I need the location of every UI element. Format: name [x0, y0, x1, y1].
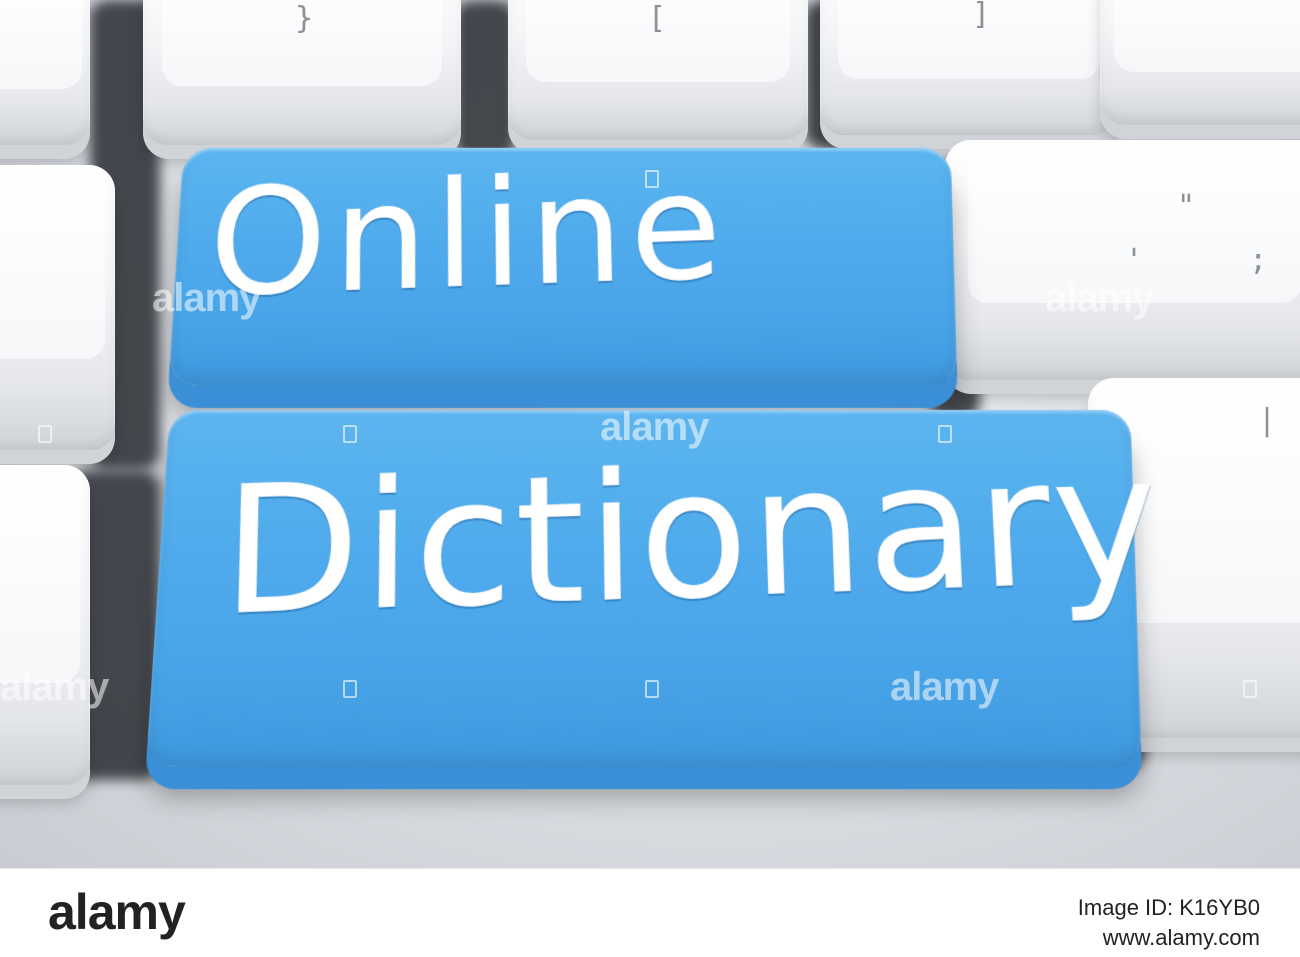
watermark-mark	[38, 425, 52, 443]
dictionary-key-label: Dictionary	[219, 418, 1168, 656]
key-top	[0, 182, 105, 359]
key-legend-quote: "	[1177, 189, 1196, 224]
watermark-text: alamy	[890, 665, 999, 709]
key-top	[526, 0, 790, 83]
watermark-mark	[343, 425, 357, 443]
image-id-block: Image ID: K16YB0 www.alamy.com	[1078, 893, 1260, 952]
watermark-mark	[645, 170, 659, 188]
key-top	[162, 0, 442, 86]
site-url[interactable]: www.alamy.com	[1102, 924, 1260, 950]
keyboard-key-bracket-close[interactable]: ]	[820, 0, 1118, 135]
key-gap-shadow	[455, 0, 515, 160]
key-top	[0, 484, 81, 683]
watermark-text: alamy	[1045, 276, 1154, 320]
keyboard-key-bracket-open[interactable]: [	[508, 0, 808, 140]
watermark-text: alamy	[0, 665, 109, 709]
key-legend-pipe: |	[1258, 403, 1277, 438]
key-top	[837, 0, 1101, 79]
dictionary-key[interactable]: Dictionary	[145, 409, 1168, 767]
key-top	[967, 154, 1300, 304]
watermark-mark	[1243, 680, 1257, 698]
keyboard-key-partial-right-top[interactable]	[1100, 0, 1300, 125]
online-key[interactable]: Online	[168, 142, 958, 386]
key-top	[1114, 0, 1300, 73]
key-legend-apostrophe: ' ;	[1125, 243, 1300, 278]
keyboard-key-brace[interactable]: }	[143, 0, 461, 145]
image-id: Image ID: K16YB0	[1077, 895, 1260, 920]
keyboard-key-left-middle[interactable]	[0, 165, 115, 450]
stock-footer: alamy Image ID: K16YB0 www.alamy.com	[0, 868, 1300, 957]
key-top	[1103, 399, 1300, 623]
watermark-mark	[938, 425, 952, 443]
keyboard-key-partial-left[interactable]	[0, 0, 90, 145]
key-legend-brace: }	[295, 1, 314, 36]
keyboard-scene: } [ ] " ' ; | Online Dictionary alamy al…	[0, 0, 1300, 868]
keyboard-key-left-bottom[interactable]	[0, 465, 90, 785]
alamy-logo: alamy	[48, 884, 186, 940]
watermark-text: alamy	[600, 405, 709, 449]
key-legend-bracket-open: [	[648, 1, 667, 36]
watermark-mark	[343, 680, 357, 698]
key-legend-bracket-close: ]	[972, 0, 991, 32]
watermark-mark	[645, 680, 659, 698]
key-top	[0, 0, 83, 89]
keyboard-key-quote[interactable]: " ' ;	[945, 140, 1300, 380]
watermark-text: alamy	[152, 276, 261, 320]
